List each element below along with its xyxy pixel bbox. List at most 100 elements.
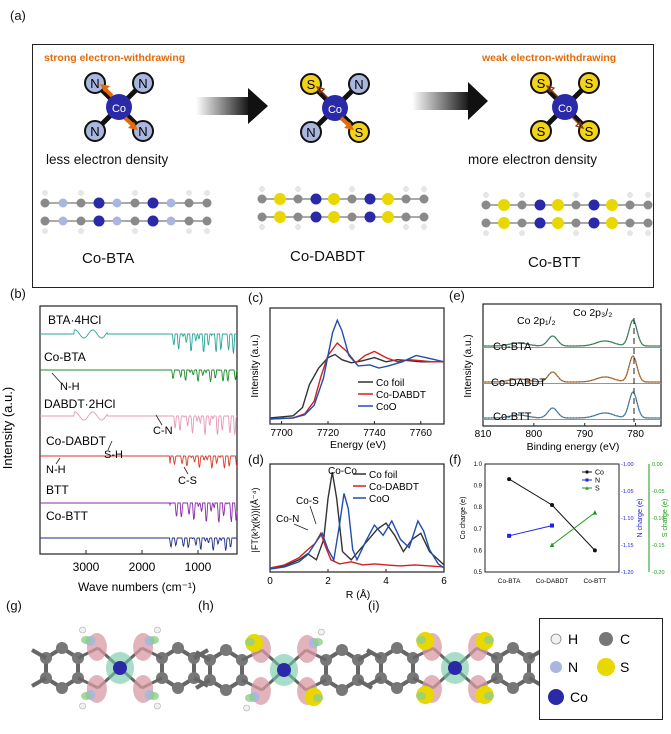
chain-bond: [366, 648, 382, 660]
chain-co-btt-atom: [552, 217, 564, 229]
chain-co-dabdt-atom: [401, 194, 411, 204]
y-tick-left: 0.7: [474, 527, 483, 533]
hydrogen-atom: [154, 626, 161, 634]
ftir-line: [40, 369, 238, 383]
charge-lobe-green: [416, 636, 426, 644]
chain-co-btt-h-atom: [627, 192, 633, 198]
charge-lobe-green: [416, 692, 426, 700]
carbon-atom: [391, 682, 403, 694]
carbon-atom: [336, 684, 348, 696]
chain-co-dabdt-h-atom: [421, 224, 427, 230]
chain-co-btt-atom: [517, 218, 527, 228]
chain-co-bta-atom: [147, 197, 159, 209]
legend-atom-s: S: [620, 659, 629, 675]
chain-co-dabdt-atom: [328, 211, 340, 223]
x-tick-label: 7700: [270, 428, 293, 439]
chain-bond: [31, 676, 47, 688]
chain-co-dabdt-h-atom: [421, 186, 427, 192]
transition-arrow-1: [196, 88, 268, 124]
y-tick-s: -0.20: [652, 570, 665, 576]
less-density-label: less electron density: [46, 152, 169, 167]
y-tick-left: 0.9: [474, 484, 483, 490]
annotation-co-co: Co-Co: [328, 466, 357, 477]
co-center-label: Co: [328, 104, 342, 116]
ligand-s-label: S: [537, 124, 546, 139]
annotation-2p12: Co 2p₁/₂: [517, 315, 556, 327]
structure-g: [31, 626, 209, 710]
x-tick-label: 7740: [363, 428, 386, 439]
charge-lobe-green: [81, 692, 91, 700]
atom-legend: H C N S Co: [539, 618, 663, 720]
series-label: BTA·4HCl: [48, 313, 101, 327]
weak-withdrawing-label: weak electron-withdrawing: [482, 52, 617, 64]
chain-co-bta-h-atom: [132, 190, 138, 196]
hydrogen-atom: [243, 704, 250, 712]
legend-s: S: [595, 486, 600, 493]
chain-co-dabdt-atom: [293, 212, 303, 222]
legend-atom-n: N: [568, 659, 578, 675]
x-tick-label: 0: [267, 576, 273, 587]
panel-label-d: (d): [248, 452, 264, 467]
chain-co-dabdt-atom: [293, 194, 303, 204]
series-line: [269, 318, 445, 420]
charge-point-co: [507, 477, 512, 482]
chain-co-bta-h-atom: [186, 190, 192, 196]
panel-label-f: (f): [449, 452, 462, 467]
chain-co-btt-atom: [625, 218, 635, 228]
chain-co-btt-atom: [643, 200, 653, 210]
charge-line-co: [508, 478, 596, 551]
chain-co-dabdt-atom: [310, 193, 322, 205]
chart-b-xtick: 3000: [73, 560, 100, 574]
chart-f-charges: Co-BTA Co-DABDT Co-BTT 0.5 0.6 0.7 0.8 0.9 1.0 -1…: [460, 462, 669, 585]
chain-co-btt-atom: [517, 200, 527, 210]
annotation-sh: S-H: [104, 449, 123, 461]
x-tick-label: 800: [526, 429, 543, 440]
chain-co-bta-h-atom: [42, 228, 48, 234]
chain-bond: [528, 649, 540, 660]
annotation-nh: N-H: [60, 381, 80, 393]
charge-lobe-green: [313, 638, 323, 646]
charge-lobe-green: [313, 694, 323, 702]
name-co-dabdt: Co-DABDT: [290, 248, 366, 265]
chart-c-legend: Co foil Co-DABDT CoO: [358, 378, 426, 413]
chart-c-xlabel: Energy (eV): [330, 439, 386, 451]
chain-co-bta-atom: [202, 216, 212, 226]
series-line: [269, 493, 445, 570]
charge-point-co: [550, 503, 554, 508]
chain-co-btt-h-atom: [483, 230, 489, 236]
x-tick-label: 2: [325, 576, 331, 587]
chain-co-btt-h-atom: [519, 230, 525, 236]
charge-lobe-green: [149, 636, 159, 644]
chain-co-dabdt-atom: [347, 194, 357, 204]
ftir-line: [40, 537, 238, 551]
charge-lobe-green: [81, 636, 91, 644]
chart-e-xps: Intensity (a.u.) Binding energy (eV) Co …: [463, 303, 662, 453]
chain-co-dabdt-atom: [382, 193, 394, 205]
chain-co-dabdt-h-atom: [259, 224, 265, 230]
series-label: Co-BTA: [44, 350, 86, 364]
ligand-n-label: N: [306, 125, 315, 140]
chain-co-bta-atom: [93, 215, 105, 227]
chain-co-dabdt-atom: [364, 193, 376, 205]
chain-co-btt-h-atom: [573, 192, 579, 198]
hydrogen-atom: [154, 702, 161, 710]
hydrogen-atom: [79, 626, 86, 634]
transition-arrow-2: [412, 82, 488, 120]
panel-label-b: (b): [10, 286, 26, 301]
complex-co-dabdt: S N N S Co: [300, 73, 370, 143]
ligand-s-label: S: [355, 125, 364, 140]
chain-co-dabdt-h-atom: [403, 186, 409, 192]
chart-f-frame: [484, 463, 620, 573]
chain-co-bta-h-atom: [78, 190, 84, 196]
chart-d-frame: [269, 463, 445, 573]
complex-co-bta: N N N N Co: [84, 72, 154, 142]
chain-co-bta-atom: [40, 216, 50, 226]
x-tick-label: 7760: [410, 428, 433, 439]
chain-co-bta-atom: [202, 198, 212, 208]
y-tick-n: -1.10: [621, 516, 634, 522]
ligand-atom-n: [84, 120, 106, 142]
x-category-label: Co-BTA: [498, 578, 521, 585]
chart-c-xanes: 7700 7720 7740 7760 Intensity (a.u.) Energy…: [250, 307, 445, 451]
charge-lobe-green: [245, 638, 255, 646]
